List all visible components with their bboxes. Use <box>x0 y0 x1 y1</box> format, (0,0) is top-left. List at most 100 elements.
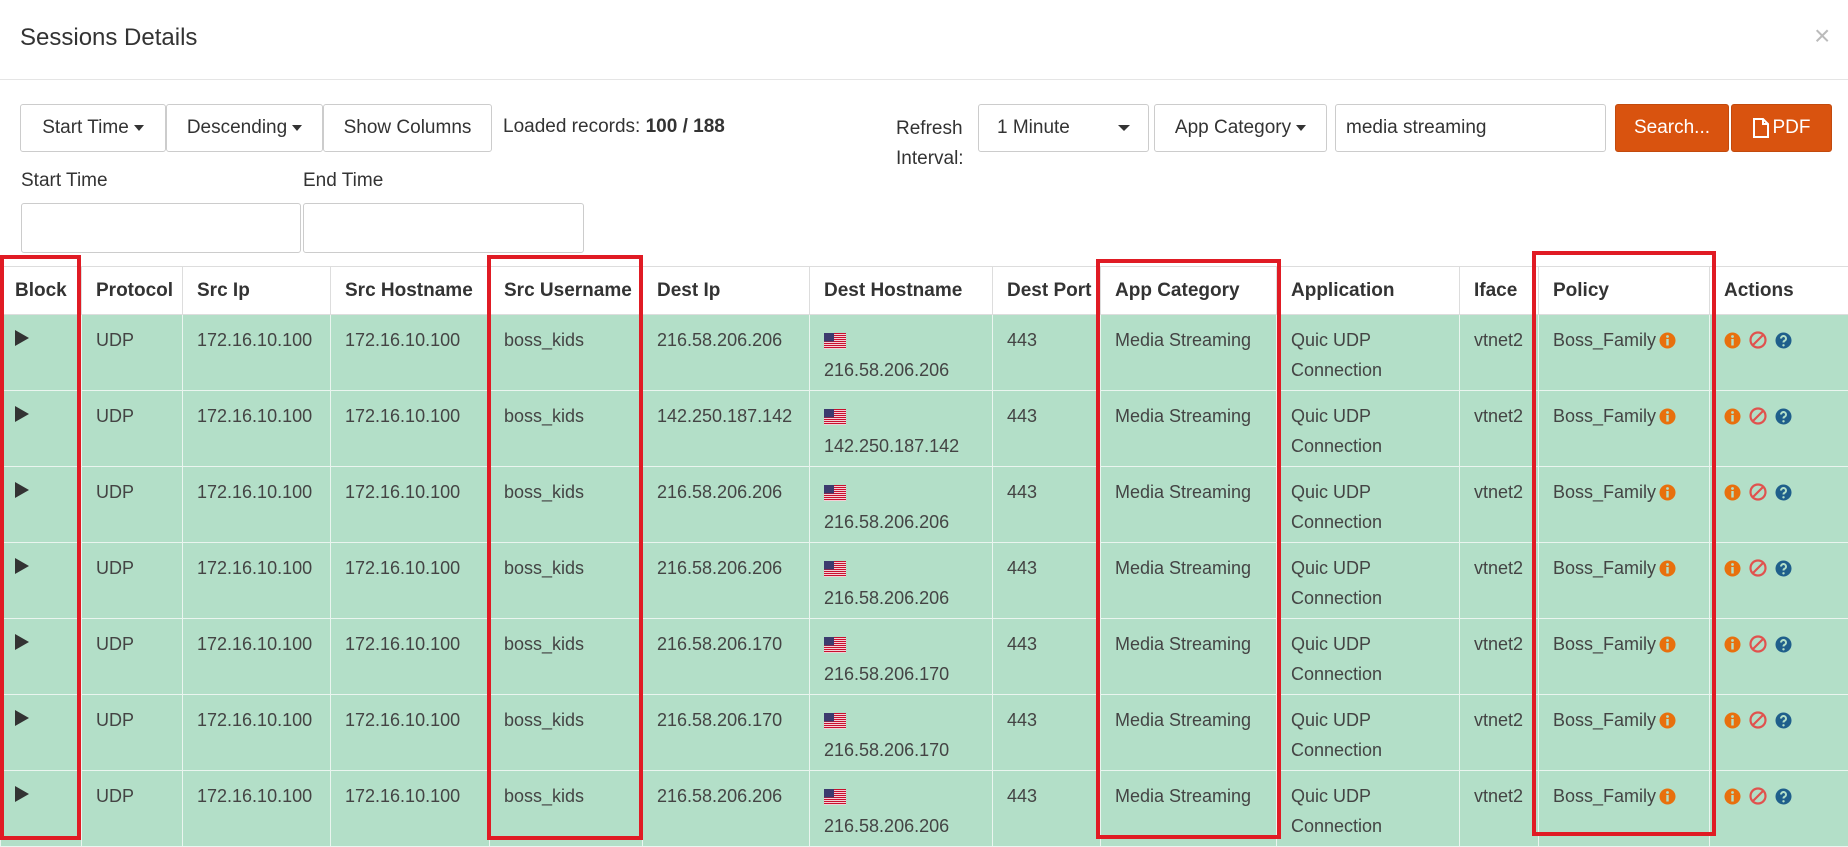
cell-text: 172.16.10.100 <box>345 786 460 806</box>
sort-order-button[interactable]: Descending <box>166 104 323 152</box>
cell: Quic UDP Connection <box>1277 467 1460 543</box>
cell: 443 <box>993 467 1101 543</box>
action-help[interactable] <box>1775 710 1792 730</box>
cell-text: 216.58.206.206 <box>657 330 782 350</box>
action-info[interactable] <box>1724 330 1741 350</box>
action-info[interactable] <box>1724 634 1741 654</box>
action-block[interactable] <box>1749 558 1767 578</box>
cell: 216.58.206.170 <box>643 619 810 695</box>
cell-text: 172.16.10.100 <box>345 710 460 730</box>
cell-text: 172.16.10.100 <box>345 406 460 426</box>
action-info[interactable] <box>1724 482 1741 502</box>
action-help[interactable] <box>1775 634 1792 654</box>
start-time-label: Start Time <box>21 170 108 192</box>
us-flag <box>824 409 846 425</box>
cell-text: UDP <box>96 786 134 806</box>
cell-text: UDP <box>96 406 134 426</box>
action-help[interactable] <box>1775 558 1792 578</box>
end-time-input[interactable] <box>303 203 584 253</box>
flag-wrap <box>824 634 846 654</box>
sort-field-button[interactable]: Start Time <box>20 104 166 152</box>
cell: 216.58.206.206 <box>810 467 993 543</box>
cell: vtnet2 <box>1460 543 1539 619</box>
cell: 216.58.206.206 <box>643 543 810 619</box>
cell-text: 443 <box>1007 710 1037 730</box>
cell-text: 216.58.206.206 <box>824 816 949 836</box>
cell: 216.58.206.170 <box>810 619 993 695</box>
pdf-button[interactable]: PDF <box>1731 104 1832 152</box>
cell-text: Quic UDP Connection <box>1291 710 1382 760</box>
column-header: Src Ip <box>183 267 331 315</box>
search-input[interactable]: media streaming <box>1335 104 1606 152</box>
cell-text: Quic UDP Connection <box>1291 786 1382 836</box>
action-help[interactable] <box>1775 406 1792 426</box>
cell: vtnet2 <box>1460 391 1539 467</box>
us-flag <box>824 333 846 349</box>
loaded-value: 100 / 188 <box>646 116 725 137</box>
actions-cell <box>1710 543 1848 619</box>
cell-text: UDP <box>96 634 134 654</box>
highlight-box <box>1532 251 1716 836</box>
cell-text: Quic UDP Connection <box>1291 330 1382 380</box>
cell-text: 443 <box>1007 330 1037 350</box>
column-header: Dest Hostname <box>810 267 993 315</box>
cell: UDP <box>82 391 183 467</box>
action-info[interactable] <box>1724 558 1741 578</box>
us-flag <box>824 561 846 577</box>
flag-wrap <box>824 482 846 502</box>
cell: 216.58.206.206 <box>810 315 993 391</box>
select-text: 1 Minute <box>997 117 1070 139</box>
cell: vtnet2 <box>1460 619 1539 695</box>
category-filter-button[interactable]: App Category <box>1154 104 1327 152</box>
cell: 216.58.206.170 <box>643 695 810 771</box>
cell-text: 216.58.206.206 <box>657 786 782 806</box>
cell: Quic UDP Connection <box>1277 315 1460 391</box>
action-block[interactable] <box>1749 786 1767 806</box>
cell: UDP <box>82 543 183 619</box>
cell: 172.16.10.100 <box>331 467 490 543</box>
select-caret <box>1118 125 1130 131</box>
cell: vtnet2 <box>1460 695 1539 771</box>
action-block[interactable] <box>1749 330 1767 350</box>
help-icon <box>1775 712 1792 729</box>
action-block[interactable] <box>1749 482 1767 502</box>
block-icon <box>1749 635 1767 653</box>
start-time-input[interactable] <box>21 203 301 253</box>
cell-text: Quic UDP Connection <box>1291 634 1382 684</box>
cell: 216.58.206.206 <box>643 315 810 391</box>
action-block[interactable] <box>1749 710 1767 730</box>
action-help[interactable] <box>1775 330 1792 350</box>
cell-text: vtnet2 <box>1474 482 1523 502</box>
refresh-select[interactable]: 1 Minute <box>978 104 1149 152</box>
action-info[interactable] <box>1724 406 1741 426</box>
help-icon <box>1775 636 1792 653</box>
highlight-box <box>0 255 81 840</box>
cell-text: 216.58.206.170 <box>657 634 782 654</box>
info-icon <box>1724 408 1741 425</box>
cell-text: 216.58.206.206 <box>824 512 949 532</box>
block-icon <box>1749 787 1767 805</box>
column-header: Iface <box>1460 267 1539 315</box>
action-block[interactable] <box>1749 634 1767 654</box>
us-flag <box>824 637 846 653</box>
cell-text: 172.16.10.100 <box>197 558 312 578</box>
action-info[interactable] <box>1724 786 1741 806</box>
action-help[interactable] <box>1775 482 1792 502</box>
show-columns-button[interactable]: Show Columns <box>323 104 492 152</box>
cell-text: 172.16.10.100 <box>197 482 312 502</box>
action-help[interactable] <box>1775 786 1792 806</box>
action-info[interactable] <box>1724 710 1741 730</box>
cell: 172.16.10.100 <box>331 695 490 771</box>
flag-wrap <box>824 710 846 730</box>
cell: 443 <box>993 619 1101 695</box>
action-block[interactable] <box>1749 406 1767 426</box>
cell-text: vtnet2 <box>1474 406 1523 426</box>
cell-text: 172.16.10.100 <box>197 634 312 654</box>
search-button[interactable]: Search... <box>1615 104 1729 152</box>
modal-title: Sessions Details <box>20 24 197 52</box>
block-icon <box>1749 559 1767 577</box>
cell: 172.16.10.100 <box>331 391 490 467</box>
help-icon <box>1775 484 1792 501</box>
refresh-label: Refresh Interval: <box>896 114 976 174</box>
close-button[interactable]: × <box>1814 20 1830 52</box>
